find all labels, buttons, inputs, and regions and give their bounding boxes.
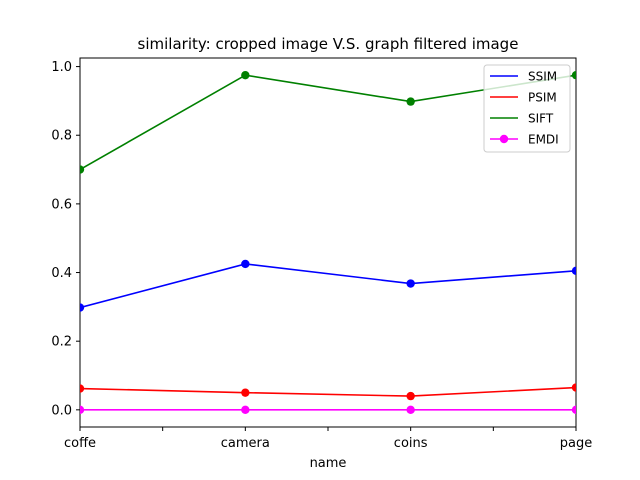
y-tick-label: 0.2 [51, 335, 72, 350]
data-point-psim [406, 391, 415, 401]
legend-label: EMDI [528, 133, 559, 147]
data-point-emdi [241, 405, 250, 415]
x-tick-label: camera [221, 436, 270, 451]
data-point-ssim [571, 266, 576, 276]
data-point-psim [80, 384, 85, 393]
data-point-emdi [406, 405, 415, 415]
data-point-psim [571, 383, 576, 392]
x-tick-label: page [560, 436, 592, 451]
data-point-emdi [571, 405, 576, 415]
chart-title: similarity: cropped image V.S. graph fil… [138, 35, 519, 53]
legend-item-psim: PSIM [490, 91, 557, 105]
x-tick-label: coffe [64, 436, 96, 451]
series-ssim [80, 259, 576, 312]
legend-box [483, 64, 571, 153]
legend-item-emdi: EMDI [490, 133, 559, 147]
series-psim [80, 383, 576, 401]
legend-label: PSIM [528, 91, 557, 105]
data-point-ssim [241, 259, 250, 269]
data-point-emdi [80, 405, 85, 415]
series-line-ssim [80, 263, 576, 309]
x-tick-label: coins [394, 436, 428, 451]
ticks: 0.0 0.2 0.4 0.6 0.8 1.0 coffe camera coins page [51, 60, 592, 451]
series-line-psim [80, 386, 576, 397]
y-tick-label: 0.8 [51, 129, 72, 144]
legend: SSIM PSIM SIFT EMDI [483, 64, 571, 153]
data-point-sift [241, 70, 250, 80]
series-emdi [80, 405, 576, 415]
legend-label: SIFT [528, 112, 554, 126]
legend-label: SSIM [528, 70, 557, 84]
data-point-psim [241, 388, 250, 397]
y-tick-label: 0.4 [51, 266, 72, 281]
data-point-ssim [406, 279, 415, 288]
data-point-ssim [80, 303, 85, 312]
x-axis-label: name [310, 456, 347, 471]
legend-item-sift: SIFT [490, 112, 554, 126]
legend-marker [499, 134, 509, 144]
legend-item-ssim: SSIM [490, 70, 557, 84]
y-tick-label: 0.6 [51, 197, 72, 212]
data-point-sift [80, 165, 85, 174]
data-point-sift [406, 97, 415, 106]
y-tick-label: 0.0 [51, 403, 72, 418]
data-point-sift [571, 70, 576, 80]
y-tick-label: 1.0 [51, 60, 72, 75]
